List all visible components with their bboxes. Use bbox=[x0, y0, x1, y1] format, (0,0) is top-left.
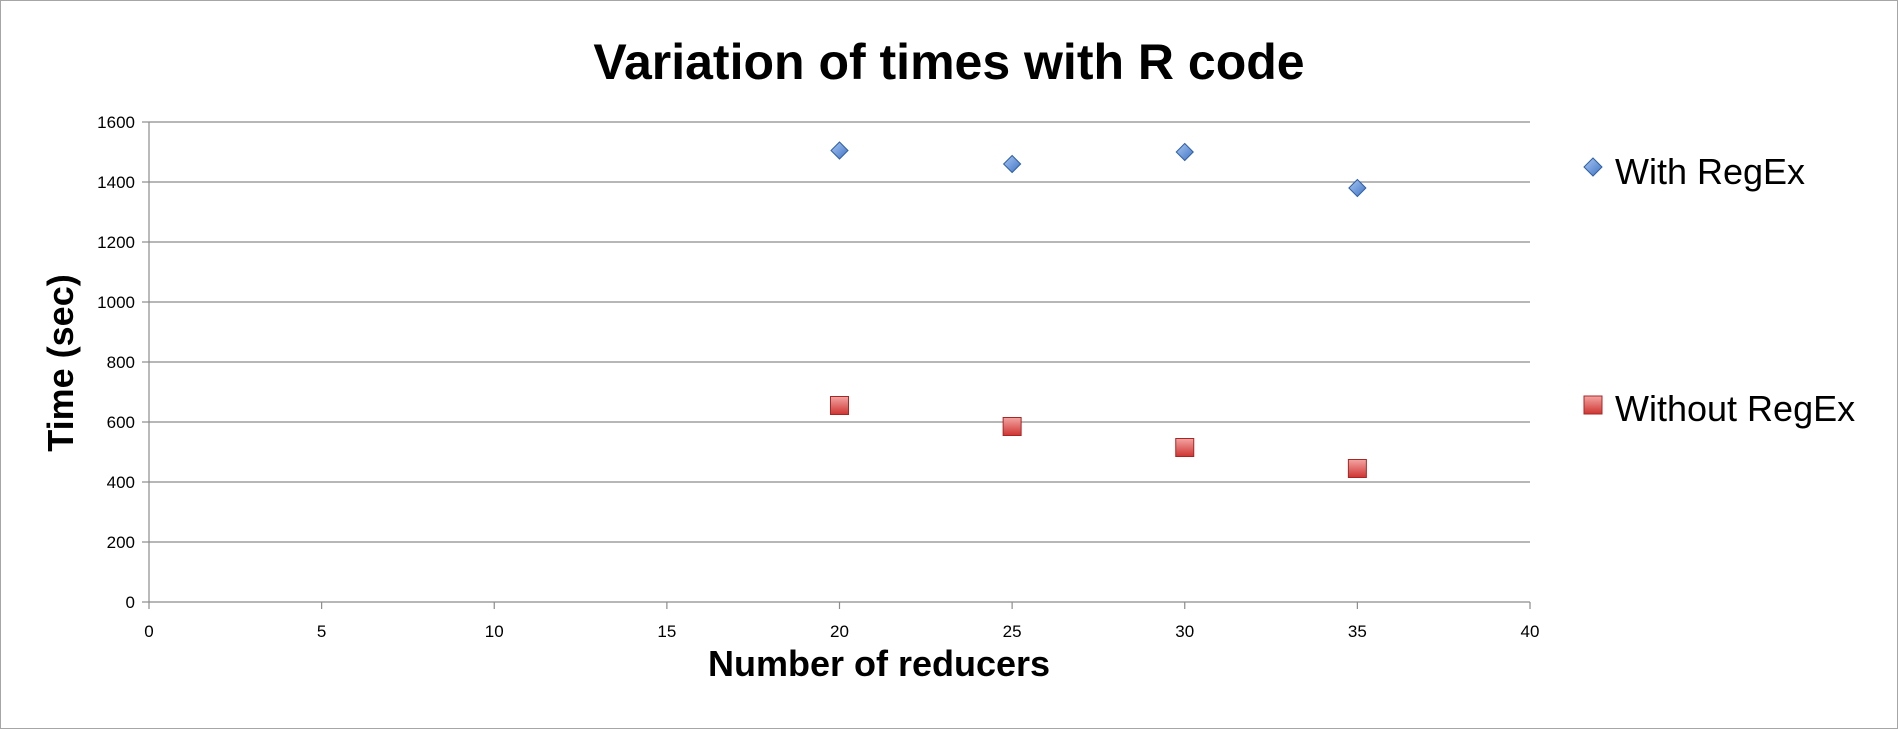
point-with-regex-25 bbox=[1002, 154, 1022, 174]
point-without-regex-35 bbox=[1347, 459, 1367, 478]
point-with-regex-35 bbox=[1348, 178, 1367, 198]
y-tick-label: 600 bbox=[107, 413, 135, 432]
y-tick-label: 400 bbox=[107, 473, 135, 492]
gridlines bbox=[149, 121, 1530, 543]
legend-label-with-regex: With RegEx bbox=[1615, 151, 1805, 192]
y-tick-label: 1000 bbox=[97, 293, 135, 312]
point-with-regex-30 bbox=[1175, 142, 1194, 162]
y-tick-label: 800 bbox=[107, 353, 135, 372]
legend-label-without-regex: Without RegEx bbox=[1615, 388, 1855, 429]
chart-title: Variation of times with R code bbox=[593, 34, 1304, 90]
data-points bbox=[830, 141, 1367, 478]
legend-item-without-regex: Without RegEx bbox=[1583, 388, 1855, 429]
x-tick-label: 0 bbox=[144, 622, 153, 641]
axes bbox=[142, 121, 1531, 609]
point-without-regex-25 bbox=[1002, 417, 1022, 436]
legend: With RegEx Without RegEx bbox=[1583, 151, 1855, 429]
legend-item-with-regex: With RegEx bbox=[1583, 151, 1805, 192]
x-tick-label: 20 bbox=[830, 622, 849, 641]
y-tick-label: 1600 bbox=[97, 113, 135, 132]
x-tick-label: 10 bbox=[485, 622, 504, 641]
x-axis-title: Number of reducers bbox=[708, 643, 1050, 684]
y-axis-title: Time (sec) bbox=[40, 274, 81, 451]
point-with-regex-20 bbox=[830, 141, 849, 160]
x-tick-label: 5 bbox=[317, 622, 326, 641]
y-tick-label: 0 bbox=[126, 593, 135, 612]
y-tick-label: 200 bbox=[107, 533, 135, 552]
x-tick-label: 30 bbox=[1175, 622, 1194, 641]
tick-labels: 0 200 400 600 800 1000 1200 1400 1600 0 5 10 15 20 25 3… bbox=[97, 113, 1539, 641]
square-marker-icon bbox=[1583, 395, 1603, 415]
point-without-regex-20 bbox=[830, 396, 849, 415]
x-tick-label: 25 bbox=[1003, 622, 1022, 641]
x-tick-label: 35 bbox=[1348, 622, 1367, 641]
x-tick-label: 40 bbox=[1521, 622, 1540, 641]
x-tick-label: 15 bbox=[657, 622, 676, 641]
diamond-marker-icon bbox=[1583, 157, 1603, 177]
y-tick-label: 1400 bbox=[97, 173, 135, 192]
y-tick-label: 1200 bbox=[97, 233, 135, 252]
point-without-regex-30 bbox=[1175, 438, 1195, 457]
